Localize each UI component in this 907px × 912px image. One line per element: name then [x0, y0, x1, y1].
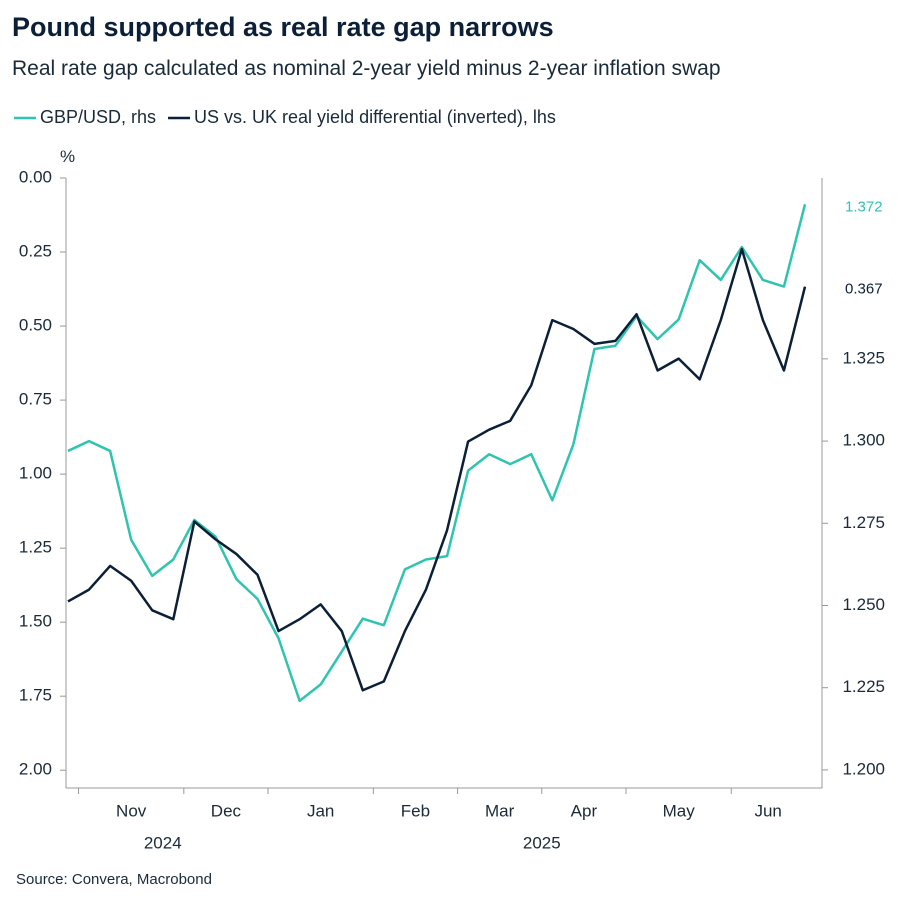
year-label: 2024	[144, 833, 182, 852]
legend-label: US vs. UK real yield differential (inver…	[194, 107, 556, 127]
y-tick-label: 0.50	[19, 316, 52, 335]
y2-tick-label: 1.275	[842, 513, 885, 532]
y2-tick-label: 1.325	[842, 348, 885, 367]
y-tick-label: 2.00	[19, 760, 52, 779]
chart-title: Pound supported as real rate gap narrows	[12, 12, 554, 42]
y-tick-label: 0.75	[19, 390, 52, 409]
year-label: 2025	[523, 833, 561, 852]
y-tick-label: 1.50	[19, 612, 52, 631]
series-line	[67, 203, 807, 703]
end-value-label: 1.372	[845, 198, 883, 215]
y-tick-label: 1.00	[19, 464, 52, 483]
y2-tick-label: 1.250	[842, 595, 885, 614]
x-tick-label: Jun	[754, 801, 781, 820]
series-line	[67, 247, 807, 692]
end-value-label: 0.367	[845, 281, 883, 298]
legend-label: GBP/USD, rhs	[40, 107, 156, 127]
y-axis-label: %	[60, 147, 75, 166]
x-tick-label: Apr	[571, 801, 598, 820]
y2-tick-label: 1.300	[842, 431, 885, 450]
y-tick-label: 1.25	[19, 538, 52, 557]
x-tick-label: Nov	[116, 801, 147, 820]
x-tick-label: Jan	[307, 801, 334, 820]
y2-tick-label: 1.225	[842, 677, 885, 696]
x-tick-label: Dec	[211, 801, 242, 820]
x-tick-label: Feb	[401, 801, 430, 820]
chart-subtitle: Real rate gap calculated as nominal 2-ye…	[12, 57, 721, 80]
y-tick-label: 1.75	[19, 686, 52, 705]
x-tick-label: May	[663, 801, 696, 820]
source: Source: Convera, Macrobond	[16, 871, 212, 888]
y-tick-label: 0.25	[19, 242, 52, 261]
y-tick-label: 0.00	[19, 167, 52, 186]
y2-tick-label: 1.200	[842, 759, 885, 778]
x-tick-label: Mar	[485, 801, 515, 820]
